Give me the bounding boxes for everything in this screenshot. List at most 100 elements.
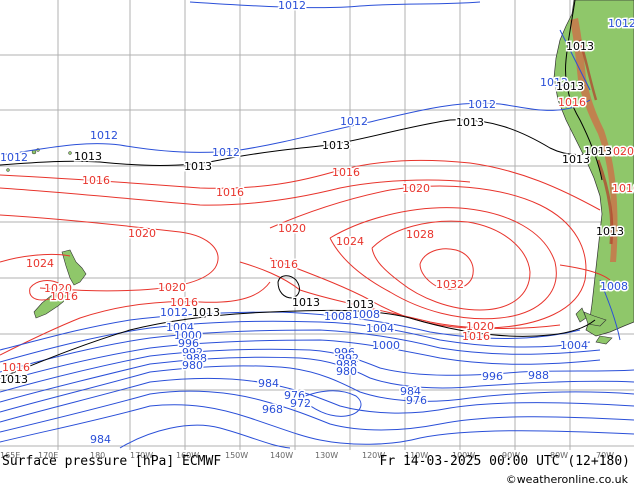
- pacific-islands: [6, 148, 72, 172]
- isobar-1024-nz: [0, 253, 71, 263]
- isobar-label: 1013: [556, 80, 584, 93]
- isobar-label: 972: [290, 397, 311, 410]
- isobar-label: 1013: [292, 296, 320, 309]
- north-island: [61, 249, 87, 286]
- isobar-label: 980: [336, 365, 357, 378]
- lon-label: 165E: [0, 451, 20, 460]
- isobar-label: 988: [528, 369, 549, 382]
- isobar-label: 988: [186, 352, 207, 365]
- new-zealand-land: [33, 249, 87, 319]
- isobar-label: 1020: [606, 145, 634, 158]
- isobar-1004: [0, 329, 601, 373]
- isobar-1032: [419, 248, 474, 290]
- isobar-label: 1013: [584, 145, 612, 158]
- high-pressure-labels: 1016 1016 1016 1016 1016 1020 1020 1020 …: [1, 95, 634, 376]
- isobar-label: 1024: [26, 257, 54, 270]
- longitude-axis: 165E 170E 180 170W 160W 150W 140W 130W 1…: [0, 451, 614, 460]
- isobar-996: [0, 348, 634, 393]
- isobar-label: 1016: [332, 166, 360, 179]
- isobar-992: [0, 356, 634, 403]
- isobar-1016-mid: [239, 261, 561, 329]
- south-america-land: [553, 0, 634, 345]
- isobar-label: 992: [338, 352, 359, 365]
- isobar-label: 1012: [608, 17, 634, 30]
- lon-label: 150W: [225, 451, 248, 460]
- south-island: [33, 284, 73, 319]
- isobar-1008: [0, 320, 591, 363]
- lon-label: 170W: [130, 451, 153, 460]
- isobar-label: 1016: [170, 296, 198, 309]
- map-title: Surface pressure [hPa] ECMWF: [2, 454, 222, 469]
- isobar-1000: [0, 339, 601, 383]
- isobar-label: 1013: [184, 160, 212, 173]
- isobar-label: 1000: [174, 329, 202, 342]
- isobar-label: 1012: [0, 151, 28, 164]
- isobar-label: 996: [482, 370, 503, 383]
- isobar-label: 1016: [216, 186, 244, 199]
- lon-label: 100W: [452, 451, 475, 460]
- isobar-label: 984: [258, 377, 279, 390]
- isobar-label: 996: [178, 337, 199, 350]
- credit-link[interactable]: ©weatheronline.co.uk: [505, 473, 628, 486]
- isobar-label: 1020: [158, 281, 186, 294]
- lon-label: 70W: [596, 451, 614, 460]
- isobar-1020-west: [0, 214, 219, 292]
- isobar-label: 1012: [160, 306, 188, 319]
- reference-labels-1013: 1013 1013 1013 1013 1013 1013 1013 1013 …: [0, 39, 626, 388]
- graticule: [0, 0, 634, 450]
- lon-label: 130W: [315, 451, 338, 460]
- isobar-label: 1013: [322, 139, 350, 152]
- lon-label: 170E: [38, 451, 58, 460]
- isobar-1020-east: [269, 185, 587, 329]
- isobar-label: 984: [400, 385, 421, 398]
- isobar-1012-coast: [559, 29, 591, 91]
- isobar-label: 1012: [278, 0, 306, 12]
- lon-label: 110W: [405, 451, 428, 460]
- isobar-label: 992: [182, 346, 203, 359]
- lon-label: 80W: [550, 451, 568, 460]
- isobar-1008-coast: [599, 279, 621, 341]
- isobar-label: 1016: [82, 174, 110, 187]
- isobar-label: 1008: [600, 280, 628, 293]
- isobar-988: [0, 365, 634, 413]
- isobar-label: 1032: [436, 278, 464, 291]
- isobar-label: 1004: [560, 339, 588, 352]
- isobar-label: 988: [336, 358, 357, 371]
- isobar-label: 1016: [270, 258, 298, 271]
- isobar-1013-south: [0, 309, 596, 379]
- isobar-980: [0, 390, 634, 433]
- isobar-label: 1012: [212, 146, 240, 159]
- isobar-label: 1013: [74, 150, 102, 163]
- isobar-label: 1000: [372, 339, 400, 352]
- isobar-label: 1008: [324, 310, 352, 323]
- isobar-label: 1004: [166, 321, 194, 334]
- high-pressure-isobars: [0, 159, 611, 356]
- isobar-label: 1013: [346, 298, 374, 311]
- isobar-label: 1028: [406, 228, 434, 241]
- isobar-1016-south: [0, 281, 271, 356]
- isobar-1016-b: [0, 179, 471, 206]
- isobar-980-center: [299, 390, 362, 417]
- isobar-label: 968: [262, 403, 283, 416]
- isobar-label: 1016: [558, 96, 586, 109]
- isobar-label: 976: [406, 394, 427, 407]
- isobar-1013-loop: [277, 275, 300, 299]
- isobar-label: 1012: [468, 98, 496, 111]
- isobar-label: 984: [90, 433, 111, 446]
- isobar-label: 1020: [128, 227, 156, 240]
- isobar-984: [0, 377, 634, 423]
- isobar-label: 1013: [566, 40, 594, 53]
- isobar-label: 996: [334, 346, 355, 359]
- isobar-1012-top: [189, 1, 481, 9]
- isobar-label: 1013: [0, 373, 28, 386]
- isobar-label: 1012: [540, 76, 568, 89]
- isobar-1013-north: [0, 119, 601, 166]
- isobar-label: 1012: [90, 129, 118, 142]
- lon-label: 120W: [362, 451, 385, 460]
- isobar-label: 976: [400, 386, 421, 399]
- isobar-976: [0, 404, 634, 445]
- lon-label: 160W: [176, 451, 199, 460]
- low-pressure-labels: 1012 1012 1012 1012 1012 1012 1012 1008 …: [0, 0, 634, 448]
- isobar-label: 1020: [466, 320, 494, 333]
